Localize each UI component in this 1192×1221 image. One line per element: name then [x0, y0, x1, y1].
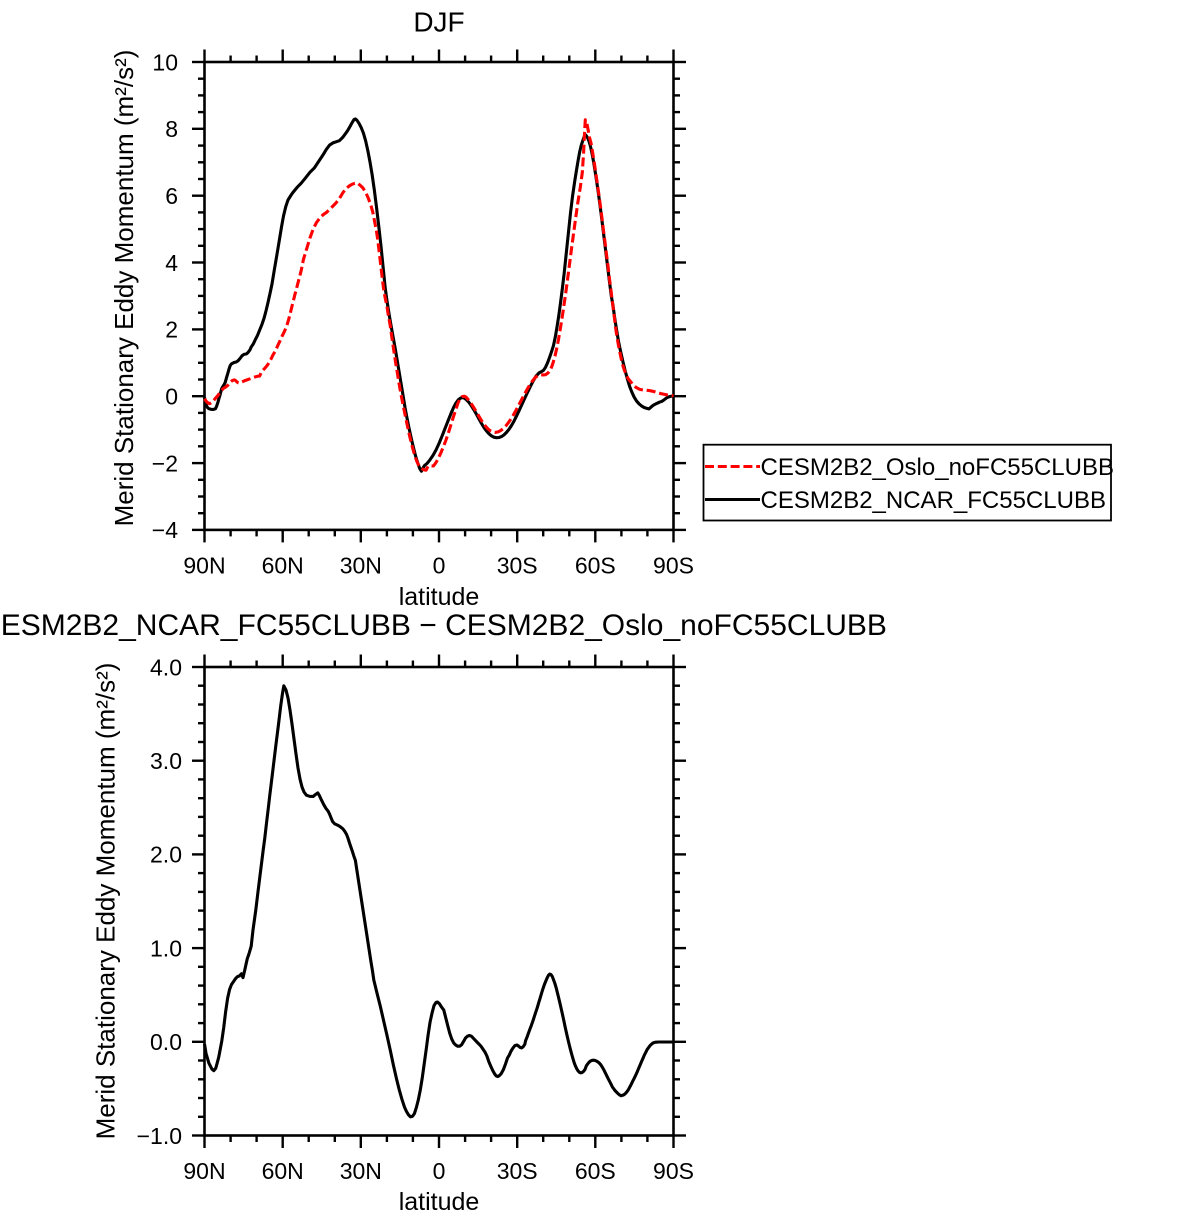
svg-text:10: 10 [152, 49, 178, 75]
svg-text:8: 8 [165, 116, 178, 142]
svg-text:0: 0 [433, 553, 446, 579]
svg-text:60N: 60N [262, 553, 304, 579]
svg-text:−4: −4 [152, 517, 178, 543]
svg-text:0: 0 [165, 384, 178, 410]
svg-text:CESM2B2_NCAR_FC55CLUBB: CESM2B2_NCAR_FC55CLUBB [761, 487, 1106, 514]
svg-text:Merid Stationary Eddy Momentum: Merid Stationary Eddy Momentum (m²/s²) [109, 50, 139, 527]
svg-text:90S: 90S [653, 553, 694, 579]
svg-text:−2: −2 [152, 450, 178, 476]
svg-text:2: 2 [165, 317, 178, 343]
svg-text:1.0: 1.0 [150, 935, 182, 961]
svg-text:0: 0 [433, 1158, 446, 1184]
svg-text:0.0: 0.0 [150, 1029, 182, 1055]
svg-text:latitude: latitude [399, 1188, 480, 1216]
svg-text:60S: 60S [575, 553, 616, 579]
svg-text:90N: 90N [183, 1158, 225, 1184]
svg-text:90N: 90N [183, 553, 225, 579]
svg-text:CESM2B2_Oslo_noFC55CLUBB: CESM2B2_Oslo_noFC55CLUBB [761, 454, 1115, 481]
svg-text:30N: 30N [340, 1158, 382, 1184]
svg-text:60N: 60N [262, 1158, 304, 1184]
svg-text:3.0: 3.0 [150, 748, 182, 774]
svg-text:2.0: 2.0 [150, 842, 182, 868]
svg-text:Merid Stationary Eddy Momentum: Merid Stationary Eddy Momentum (m²/s²) [91, 663, 121, 1140]
svg-text:latitude: latitude [399, 583, 480, 611]
svg-text:30S: 30S [497, 1158, 538, 1184]
svg-text:−1.0: −1.0 [137, 1123, 182, 1149]
svg-text:30N: 30N [340, 553, 382, 579]
svg-text:CESM2B2_NCAR_FC55CLUBB − CESM2: CESM2B2_NCAR_FC55CLUBB − CESM2B2_Oslo_no… [0, 609, 887, 642]
svg-text:4: 4 [165, 250, 178, 276]
svg-text:60S: 60S [575, 1158, 616, 1184]
svg-text:DJF: DJF [413, 7, 464, 38]
svg-text:90S: 90S [653, 1158, 694, 1184]
svg-text:4.0: 4.0 [150, 654, 182, 680]
svg-text:6: 6 [165, 183, 178, 209]
svg-text:30S: 30S [497, 553, 538, 579]
